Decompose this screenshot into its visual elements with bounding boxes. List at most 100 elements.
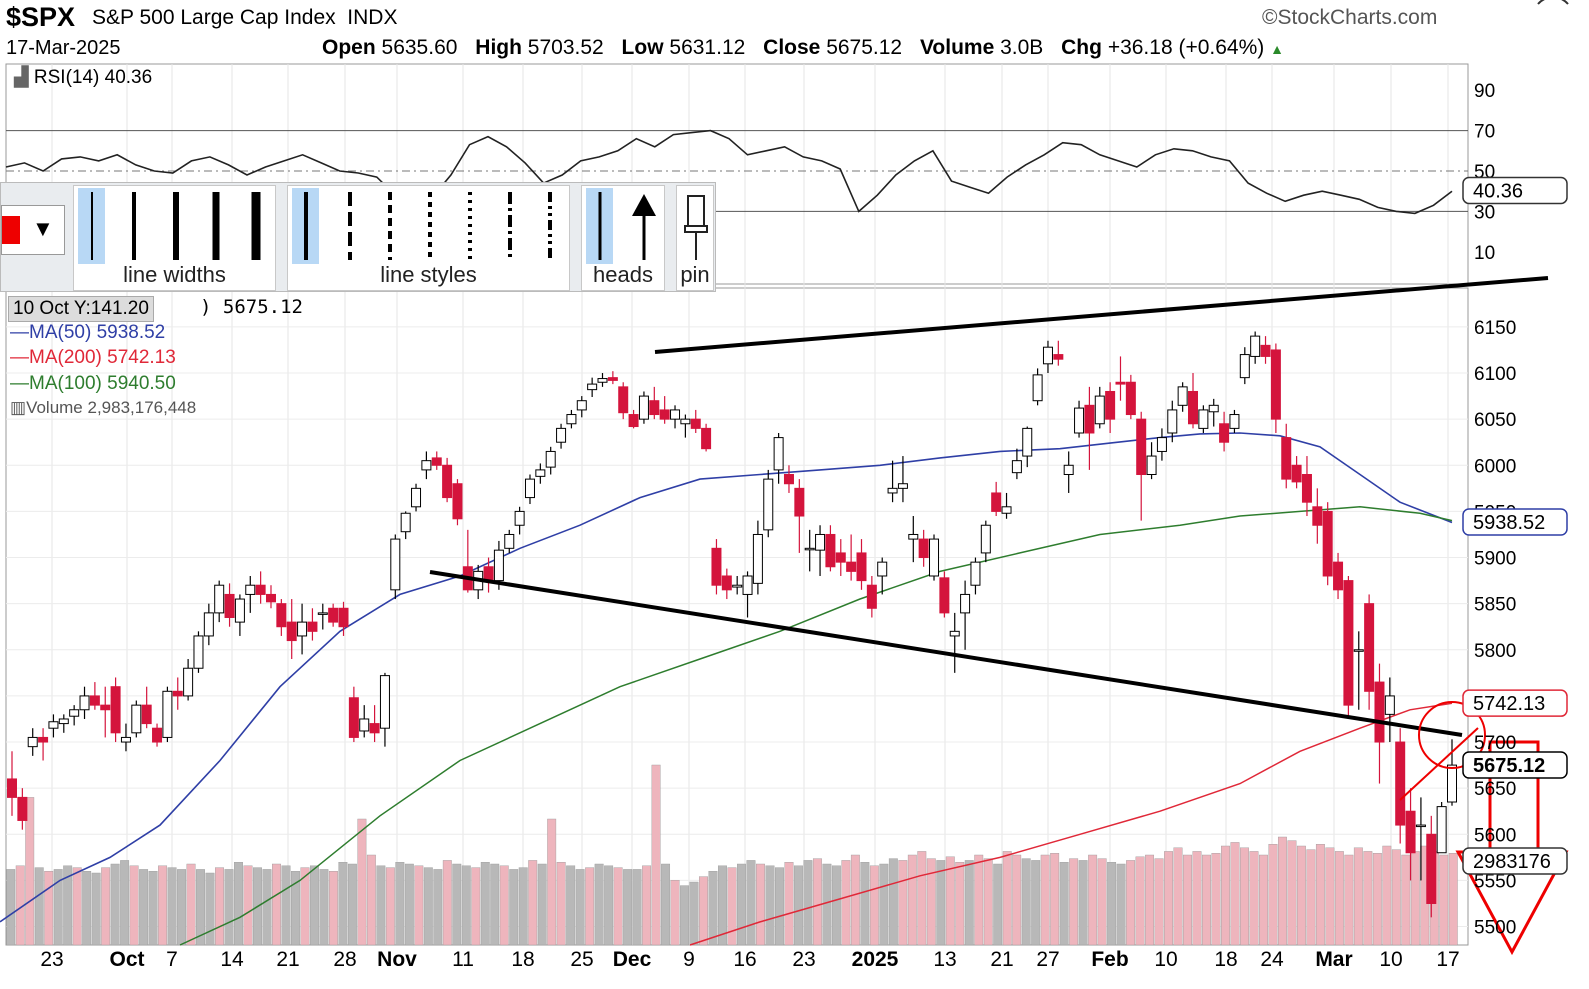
x-tick-label: 17	[1436, 948, 1459, 971]
candle-body	[493, 549, 504, 582]
ma50-badge-box	[1462, 508, 1568, 536]
ma50-badge: 5938.52	[1462, 508, 1568, 536]
volume-bar	[670, 880, 680, 946]
volume-bar	[25, 797, 35, 946]
x-tick-label: 28	[333, 948, 356, 971]
rsi-tick-label: 90	[1474, 81, 1495, 102]
candle-body	[1405, 810, 1416, 854]
volume-bar	[784, 862, 794, 946]
volume-bar	[926, 858, 936, 946]
volume-bar	[869, 865, 879, 946]
heads-label: heads	[593, 262, 653, 287]
y-tick-label: 6050	[1474, 410, 1516, 431]
candle-body	[1084, 404, 1095, 434]
volume-badge-box	[1462, 847, 1568, 875]
volume-bar	[148, 871, 158, 946]
ma50-line	[0, 432, 1453, 923]
close-badge-text: 5675.12	[1473, 755, 1545, 777]
candle-body	[245, 584, 256, 595]
volume-bar	[414, 865, 424, 946]
volume-value: 3.0B	[1000, 36, 1044, 59]
candle-body	[1146, 455, 1157, 476]
volume-bar	[1078, 860, 1088, 946]
volume-bar	[955, 862, 965, 946]
candle-body	[317, 612, 328, 615]
candle-body	[297, 621, 308, 637]
volume-bar	[101, 867, 111, 946]
volume-bar	[129, 865, 139, 946]
candle-body	[504, 533, 515, 549]
candle-body	[1353, 649, 1364, 652]
color-picker[interactable]: ▼	[1, 205, 65, 255]
chg-label: Chg	[1061, 36, 1102, 59]
candle-body	[638, 395, 649, 420]
candle-body	[1322, 510, 1333, 577]
volume-bar	[91, 872, 101, 946]
candle-body	[203, 612, 214, 637]
rsi-legend-icon: ▟	[14, 67, 29, 88]
volume-bar	[262, 869, 272, 946]
pin-group[interactable]: pin	[676, 185, 714, 291]
volume-bar	[82, 871, 92, 946]
candle-body	[400, 512, 411, 533]
volume-bar	[1306, 849, 1316, 946]
x-tick-label: 23	[792, 948, 815, 971]
y-tick-label: 5900	[1474, 549, 1516, 570]
line-style-options[interactable]	[288, 186, 571, 266]
y-tick-label: 6150	[1474, 318, 1516, 339]
volume-bar	[689, 881, 699, 946]
candle-body	[1167, 409, 1178, 434]
ohlc-readout: Open 5635.60 High 5703.52 Low 5631.12 Cl…	[322, 36, 1284, 60]
price-legend: ) 5675.12	[200, 296, 303, 318]
candle-body	[783, 474, 794, 485]
ma200-legend-swatch: —	[10, 347, 29, 368]
x-tick-label: 23	[40, 948, 63, 971]
candle-body	[1001, 506, 1012, 514]
line-width-options[interactable]	[74, 186, 277, 266]
ma100-legend-text: MA(100) 5940.50	[29, 373, 176, 394]
candle-body	[359, 718, 370, 732]
volume-bar	[547, 818, 557, 946]
candle-body	[991, 492, 1002, 512]
volume-bar	[566, 865, 576, 946]
arrow-head-options[interactable]	[582, 186, 666, 266]
volume-bar	[1164, 851, 1173, 946]
volume-bar	[158, 865, 168, 946]
candle-body	[1333, 561, 1344, 591]
volume-bar	[1145, 854, 1155, 946]
rsi-tick-label: 10	[1474, 243, 1495, 264]
index-full-name: S&P 500 Large Cap Index	[92, 6, 336, 29]
volume-bar	[309, 865, 319, 946]
ma200-badge-box	[1462, 689, 1568, 717]
candle-body	[1105, 390, 1116, 420]
candle-body	[670, 409, 681, 420]
candle-body	[742, 575, 753, 595]
volume-bar	[291, 871, 300, 946]
candle-body	[58, 718, 69, 725]
ma50-legend-swatch: —	[10, 322, 29, 343]
candle-body	[970, 561, 981, 586]
volume-bar	[642, 865, 652, 946]
volume-bar	[357, 818, 367, 946]
candle-body	[1177, 386, 1188, 406]
volume-bar	[234, 862, 243, 946]
volume-bar	[338, 862, 348, 946]
volume-bar	[1002, 851, 1012, 946]
volume-bar	[1021, 858, 1031, 946]
candle-body	[566, 414, 577, 425]
volume-bar	[964, 860, 974, 946]
volume-bar	[34, 867, 44, 946]
volume-bar	[224, 869, 234, 946]
volume-badge-text: 2983176	[1473, 851, 1551, 873]
x-tick-label: 10	[1379, 948, 1402, 971]
volume-bar	[983, 858, 993, 946]
candle-body	[183, 667, 194, 697]
volume-bar	[1069, 858, 1079, 946]
volume-bar	[993, 863, 1003, 946]
volume-bar	[300, 867, 310, 946]
exchange: INDX	[347, 6, 398, 29]
x-tick-label: 25	[570, 948, 593, 971]
candle-body	[1011, 460, 1022, 474]
volume-bar	[1410, 851, 1420, 946]
volume-bar	[281, 865, 291, 946]
